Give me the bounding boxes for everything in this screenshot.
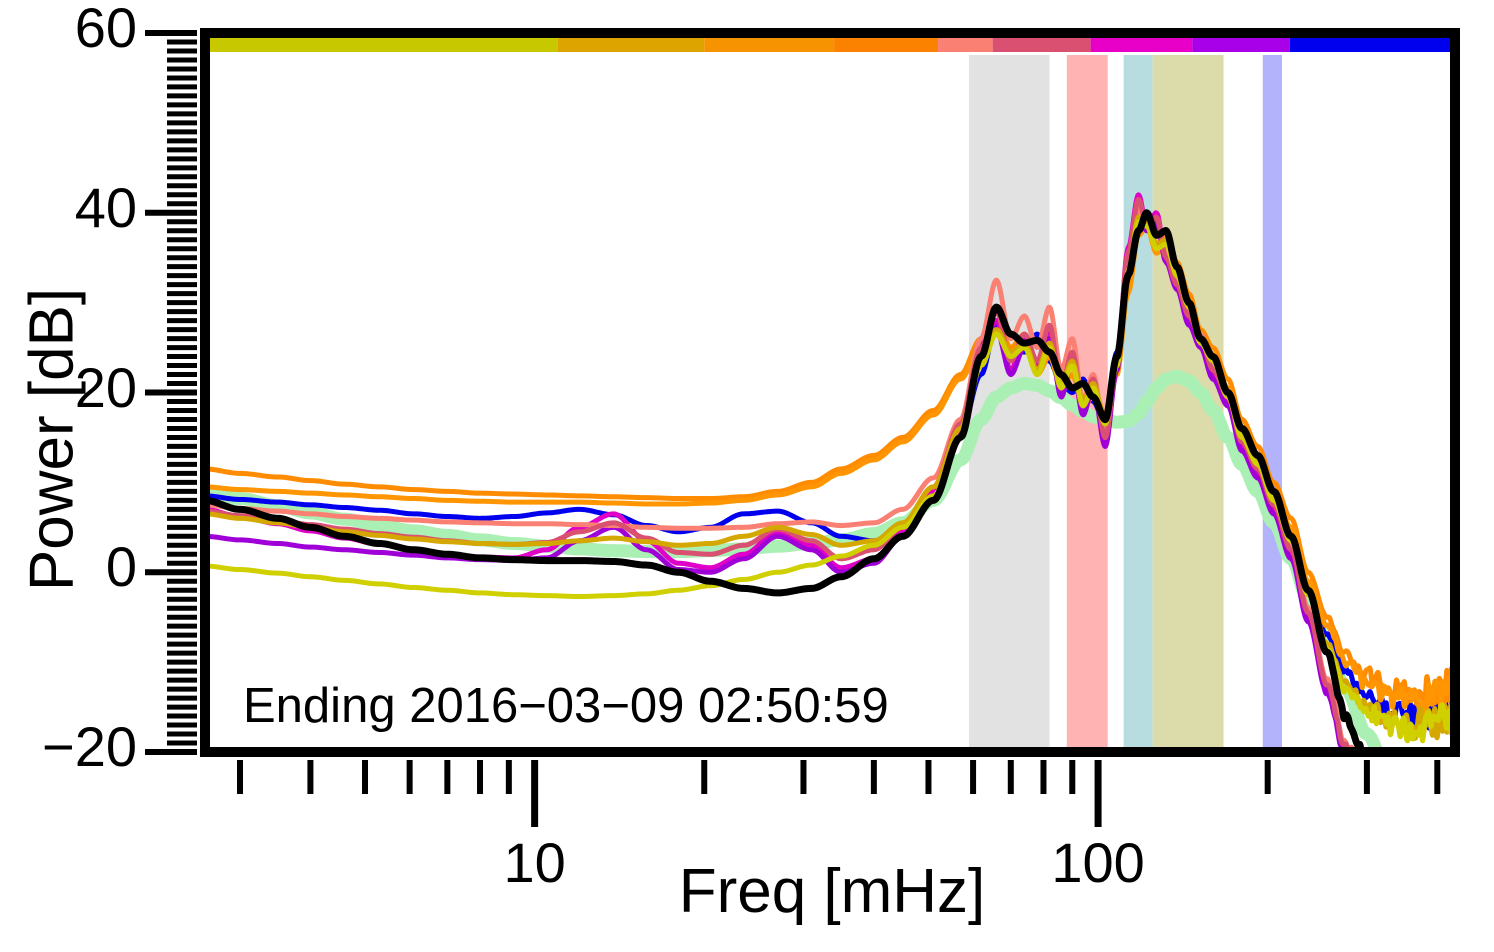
y-tick-label: 40 — [74, 175, 137, 239]
x-axis-title: Freq [mHz] — [678, 857, 986, 926]
spectrum-curves-group — [205, 192, 1455, 752]
top-colorbar-group — [205, 37, 1455, 52]
colorbar-seg-4 — [834, 37, 939, 52]
y-tick-label: −20 — [42, 715, 137, 778]
axis-spine-right — [1450, 28, 1460, 757]
y-tick-label: 20 — [74, 355, 137, 419]
y-axis-title: Power [dB] — [17, 287, 87, 592]
curve-mean-spectrum — [205, 209, 1373, 752]
colorbar-seg-1 — [205, 37, 558, 52]
x-tick-label: 10 — [503, 831, 566, 894]
axes-frame-group — [200, 28, 1460, 757]
colorbar-seg-6 — [992, 37, 1091, 52]
band-lightpurple — [1262, 55, 1282, 752]
y-tick-label: 0 — [105, 535, 137, 599]
highlight-bands-group — [968, 55, 1282, 752]
colorbar-seg-3 — [704, 37, 835, 52]
curve-spectrum-purple — [205, 201, 1346, 752]
band-gray — [968, 55, 1050, 752]
axis-ticks-group — [145, 30, 1441, 827]
colorbar-seg-5 — [938, 37, 993, 52]
colorbar-seg-7 — [1090, 37, 1193, 52]
axis-spine-bottom — [200, 747, 1460, 757]
colorbar-seg-8 — [1192, 37, 1290, 52]
ending-timestamp-annotation: Ending 2016−03−09 02:50:59 — [243, 679, 889, 733]
y-tick-label: 60 — [74, 0, 137, 59]
axis-spine-top — [200, 28, 1460, 38]
x-tick-label: 100 — [1051, 831, 1145, 894]
colorbar-seg-9 — [1289, 37, 1455, 52]
colorbar-seg-2 — [557, 37, 705, 52]
axis-spine-left — [200, 28, 210, 757]
curve-spectrum-orange-1 — [205, 219, 1455, 709]
